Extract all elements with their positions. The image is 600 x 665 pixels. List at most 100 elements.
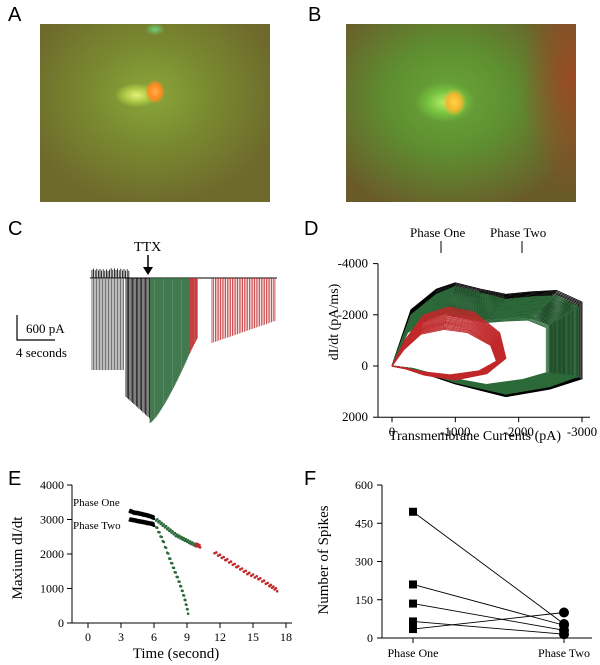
panel-f-line-2 (412, 603, 565, 631)
panel-e-point-series-5 (259, 577, 262, 580)
panel-f-category-label: Phase One (388, 646, 439, 660)
panel-e-point-series-3 (181, 589, 184, 593)
panel-e-x-tick-label: 12 (214, 630, 226, 644)
trace-spikes-red-1 (189, 278, 198, 353)
panel-e-point-series-2 (182, 536, 185, 540)
panel-f-line-0 (412, 511, 565, 625)
panel-e-point-series-5 (233, 562, 236, 566)
panel-e-point-series-3 (179, 585, 183, 588)
panel-d-y-tick-label: 2000 (342, 409, 368, 424)
panel-e-point-series-5 (240, 567, 244, 570)
panel-e-point-series-5 (222, 555, 225, 559)
panel-e-point-series-3 (186, 612, 190, 615)
panel-f-line-3 (412, 620, 565, 635)
panel-e-point-series-5 (215, 551, 218, 554)
panel-d-x-tick-label: -3000 (567, 424, 597, 439)
panel-letter-c: C (8, 218, 23, 240)
panel-e-point-series-2 (171, 530, 174, 533)
panel-e-ylabel: Maxium dI/dt (10, 516, 26, 600)
panel-e-point-series-3 (167, 552, 170, 555)
panel-letter-b: B (308, 4, 322, 26)
panel-d-y-tick-label: 0 (362, 358, 369, 373)
panel-e-point-series-3 (164, 546, 168, 550)
panel-e-point-series-0 (152, 515, 155, 518)
panel-d-annotation-1: Phase One (410, 225, 465, 240)
panel-e-point-series-3 (174, 571, 178, 574)
panel-e-point-series-5 (218, 553, 222, 556)
panel-e-point-series-3 (178, 580, 181, 583)
panel-f-y-tick-label: 300 (355, 555, 373, 569)
panel-d-y-tick-label: -4000 (338, 256, 368, 271)
panel-d-ylabel: dI/dt (pA/ms) (327, 283, 342, 360)
panel-e-point-series-5 (272, 585, 275, 588)
panel-e-point-series-3 (160, 535, 163, 539)
scale-time-label: 4 seconds (16, 345, 67, 360)
panel-e-point-series-5 (275, 590, 279, 593)
panel-e-point-series-3 (182, 594, 186, 597)
micrograph-b (346, 24, 576, 202)
trace-spikes-green (149, 278, 190, 423)
panel-e-y-tick-label: 3000 (40, 513, 64, 527)
panel-e-point-series-4 (198, 543, 201, 547)
panel-d-x-tick-label: -1000 (440, 424, 470, 439)
panel-c-trace: TTX 600 pA 4 seconds (16, 240, 277, 423)
panel-e-point-series-2 (169, 528, 172, 531)
panel-e-point-series-5 (262, 579, 266, 582)
panel-e-point-series-2 (180, 535, 183, 539)
panel-e-point-series-5 (248, 571, 251, 575)
scale-current-label: 600 pA (26, 321, 65, 336)
panel-e-point-series-0 (152, 517, 156, 521)
micrograph-a (40, 24, 270, 202)
panel-e-point-series-2 (191, 541, 194, 544)
panel-letter-f: F (304, 468, 317, 490)
panel-e-point-series-2 (184, 537, 188, 541)
panel-f-line-1 (412, 584, 565, 626)
panel-e-point-series-2 (175, 533, 179, 536)
panel-f-square-marker (409, 507, 417, 516)
scale-bar (16, 315, 55, 341)
panel-d-x-tick-label: -2000 (503, 424, 533, 439)
panel-e-point-series-2 (167, 526, 170, 530)
ttx-label: TTX (134, 240, 161, 255)
panel-e-y-tick-label: 4000 (40, 478, 64, 492)
panel-e-x-tick-label: 3 (118, 630, 124, 644)
trace-top-noise (91, 268, 130, 278)
panel-e-point-series-2 (164, 524, 168, 528)
panel-e-x-tick-label: 15 (247, 630, 259, 644)
panel-d-x-tick-label: 0 (389, 424, 396, 439)
panel-e-point-series-3 (169, 557, 172, 560)
panel-e-point-series-3 (176, 575, 179, 579)
panel-e-point-series-5 (255, 575, 258, 578)
trace-spikes-black (125, 278, 150, 419)
panel-e-point-series-2 (156, 518, 159, 521)
panel-e-y-tick-label: 0 (58, 616, 64, 630)
panel-d-y-tick-label: -2000 (338, 307, 368, 322)
panel-e-point-series-3 (156, 526, 159, 529)
panel-e-label-1: Phase One (73, 497, 120, 509)
panel-e-point-series-5 (226, 558, 229, 561)
panel-e-point-series-5 (251, 573, 255, 576)
panel-e-point-series-2 (173, 531, 177, 535)
panel-e-y-tick-label: 1000 (40, 582, 64, 596)
panel-e-point-series-3 (158, 531, 161, 534)
panel-e-point-series-3 (162, 540, 166, 544)
trace-spikes-red-2 (211, 278, 276, 343)
panel-e-x-tick-label: 0 (85, 630, 91, 644)
panel-e-x-tick-label: 18 (280, 630, 292, 644)
panel-d-chart: -4000 -2000 0 2000 0 -1000 -2000 -3000 Phase On… (327, 225, 597, 444)
panel-f-line-4 (412, 612, 565, 630)
panel-e-point-series-4 (198, 546, 202, 549)
panel-f-y-tick-label: 450 (355, 516, 373, 530)
panel-e-point-series-3 (170, 562, 174, 565)
panel-f-y-tick-label: 150 (355, 593, 373, 607)
panel-e-point-series-2 (189, 540, 192, 543)
panel-e-point-series-5 (253, 576, 257, 579)
panel-e-point-series-2 (160, 521, 163, 525)
panel-f-y-tick-label: 0 (367, 631, 373, 645)
panel-e-point-series-3 (184, 598, 187, 602)
panel-e-point-series-1 (152, 524, 156, 527)
panel-e-point-series-5 (237, 564, 240, 568)
panel-e-point-series-5 (229, 560, 233, 563)
panel-f-chart: 0 150 300 450 600 Phase One Phase Two Number o… (316, 478, 592, 660)
panel-e-point-series-3 (185, 603, 188, 606)
